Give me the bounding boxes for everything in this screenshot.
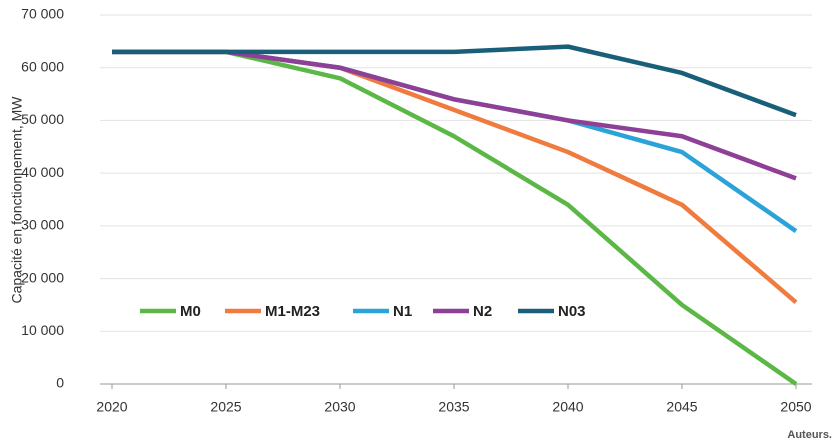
x-tick-label: 2035 <box>438 399 469 415</box>
y-tick-label: 40 000 <box>21 164 64 180</box>
legend-label: N1 <box>393 303 412 320</box>
y-tick-label: 10 000 <box>21 322 64 338</box>
y-tick-label: 60 000 <box>21 58 64 74</box>
x-tick-label: 2030 <box>324 399 355 415</box>
y-axis-label: Capacité en fonctionnement, MW <box>9 96 25 304</box>
x-tick-label: 2025 <box>210 399 241 415</box>
legend-label: M1-M23 <box>265 303 320 320</box>
y-tick-label: 20 000 <box>21 269 64 285</box>
y-tick-label: 50 000 <box>21 111 64 127</box>
x-tick-label: 2045 <box>666 399 697 415</box>
x-tick-label: 2040 <box>552 399 583 415</box>
legend-label: N03 <box>558 303 586 320</box>
x-tick-label: 2050 <box>780 399 811 415</box>
series-line <box>112 49 798 386</box>
series-line <box>112 49 798 305</box>
y-tick-label: 30 000 <box>21 217 64 233</box>
series-line <box>112 44 797 118</box>
x-tick-label: 2020 <box>96 399 127 415</box>
legend-label: M0 <box>180 303 201 320</box>
legend-label: N2 <box>473 303 492 320</box>
y-tick-label: 0 <box>56 375 64 391</box>
footnote: Auteurs. <box>787 429 832 441</box>
y-tick-label: 70 000 <box>21 6 64 22</box>
